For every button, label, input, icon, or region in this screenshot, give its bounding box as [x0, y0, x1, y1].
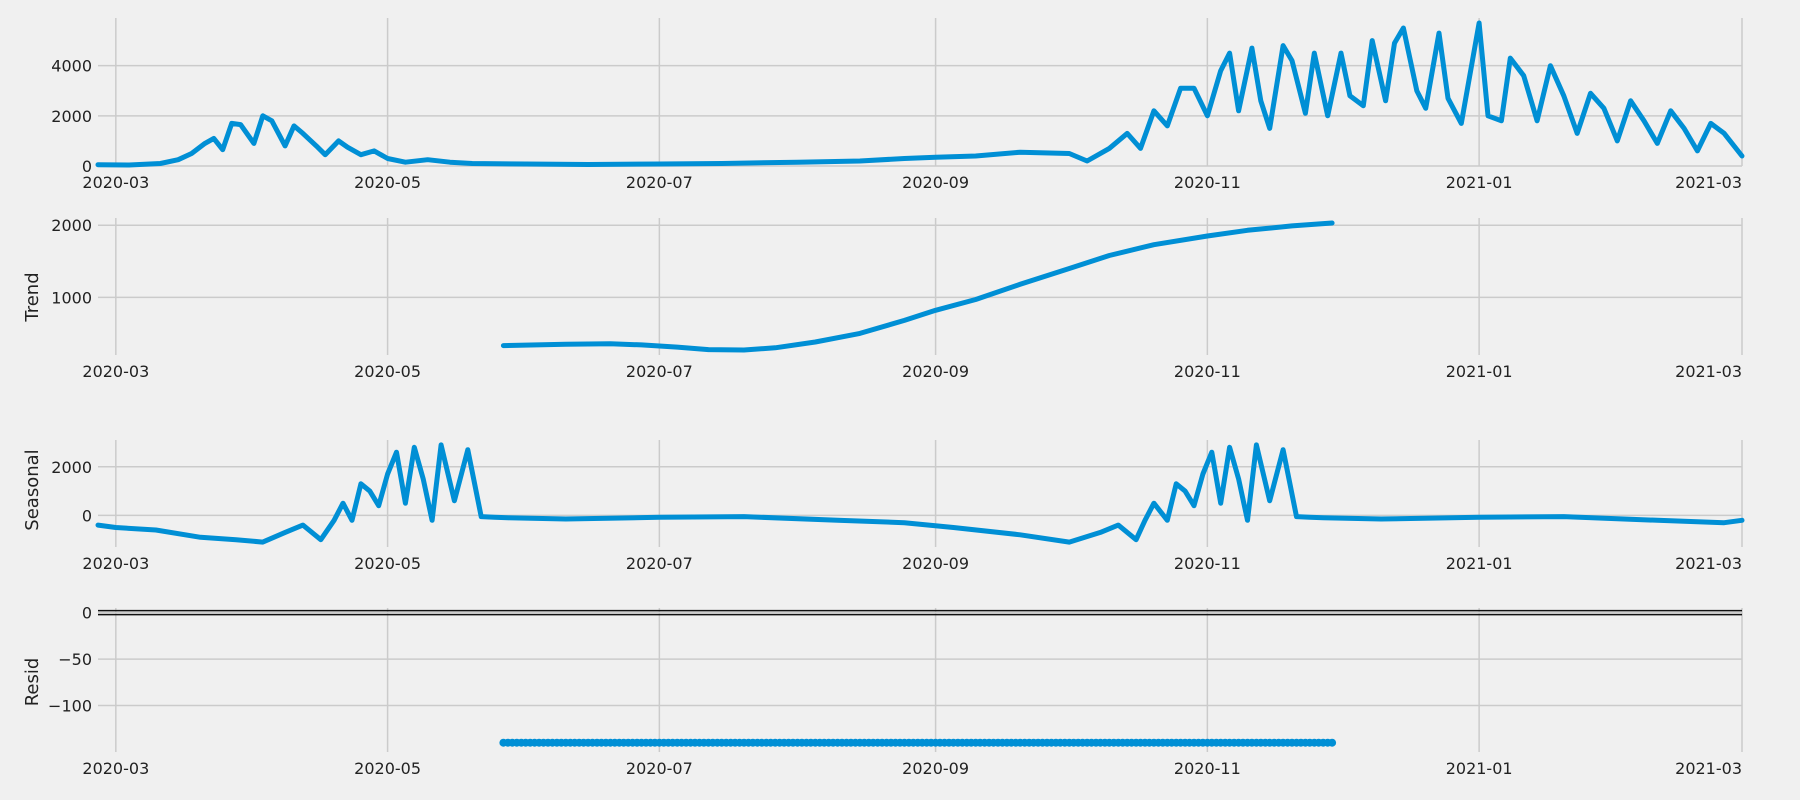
- trend-panel: Trend 2020-03 2020-05 2020-07 2020-09 2020-1…: [22, 216, 1743, 381]
- y-tick-label: 2000: [51, 458, 92, 477]
- x-tick-labels: 2020-03 2020-05 2020-07 2020-09 2020-11 2021-…: [82, 173, 1742, 192]
- x-tick-labels: 2020-03 2020-05 2020-07 2020-09 2020-11 2021-…: [82, 362, 1742, 381]
- y-tick-label: 2000: [51, 216, 92, 235]
- resid-point: [1328, 738, 1337, 747]
- observed-series-line: [95, 20, 1745, 168]
- x-tick-label: 2020-05: [354, 554, 421, 573]
- x-tick-labels: 2020-03 2020-05 2020-07 2020-09 2020-11 2021-…: [82, 759, 1742, 778]
- x-tick-labels: 2020-03 2020-05 2020-07 2020-09 2020-11 2021-…: [82, 554, 1742, 573]
- grid: [98, 18, 1743, 167]
- y-tick-label: 1000: [51, 288, 92, 307]
- x-tick-label: 2021-01: [1446, 759, 1513, 778]
- seasonal-ylabel: Seasonal: [22, 449, 43, 530]
- x-tick-label: 2020-07: [626, 362, 693, 381]
- y-tick-labels: 1000 2000: [51, 216, 92, 307]
- x-tick-label: 2021-03: [1675, 759, 1742, 778]
- y-tick-labels: 0 2000: [51, 458, 92, 526]
- resid-panel: Resid 2020-03 2020-05 2020-07 2020-09 2020-1…: [22, 604, 1743, 778]
- x-tick-label: 2020-11: [1174, 173, 1241, 192]
- x-tick-label: 2020-03: [82, 759, 149, 778]
- x-tick-label: 2020-07: [626, 554, 693, 573]
- x-tick-label: 2021-01: [1446, 362, 1513, 381]
- x-tick-label: 2020-05: [354, 173, 421, 192]
- trend-series-line: [500, 220, 1335, 353]
- x-tick-label: 2020-05: [354, 362, 421, 381]
- seasonal-panel: Seasonal 2020-03 2020-05 2020-07 2020-09 202…: [22, 440, 1745, 573]
- seasonal-series-line: [95, 442, 1745, 545]
- x-tick-label: 2020-05: [354, 759, 421, 778]
- x-tick-label: 2020-03: [82, 554, 149, 573]
- x-tick-label: 2020-03: [82, 362, 149, 381]
- observed-panel: 2020-03 2020-05 2020-07 2020-09 2020-11 2021-…: [51, 18, 1745, 192]
- x-tick-label: 2020-07: [626, 759, 693, 778]
- y-tick-label: 0: [82, 604, 92, 623]
- x-tick-label: 2020-09: [902, 173, 969, 192]
- resid-points: [499, 738, 1337, 747]
- y-tick-label: −50: [58, 650, 92, 669]
- x-tick-label: 2021-03: [1675, 554, 1742, 573]
- x-tick-label: 2021-01: [1446, 554, 1513, 573]
- y-tick-labels: 0 2000 4000: [51, 57, 92, 176]
- x-tick-label: 2020-09: [902, 554, 969, 573]
- x-tick-label: 2020-11: [1174, 554, 1241, 573]
- y-tick-label: 2000: [51, 107, 92, 126]
- x-tick-label: 2020-09: [902, 759, 969, 778]
- x-tick-label: 2020-07: [626, 173, 693, 192]
- y-tick-label: 4000: [51, 57, 92, 76]
- x-tick-label: 2021-03: [1675, 362, 1742, 381]
- y-tick-label: 0: [82, 157, 92, 176]
- x-tick-label: 2020-09: [902, 362, 969, 381]
- grid: [98, 218, 1743, 355]
- y-tick-label: 0: [82, 506, 92, 525]
- grid: [98, 608, 1743, 752]
- resid-ylabel: Resid: [22, 658, 43, 707]
- x-tick-label: 2021-03: [1675, 173, 1742, 192]
- x-tick-label: 2020-11: [1174, 759, 1241, 778]
- x-tick-label: 2020-11: [1174, 362, 1241, 381]
- y-tick-labels: −100 −50 0: [48, 604, 92, 716]
- trend-ylabel: Trend: [22, 272, 43, 322]
- x-tick-label: 2020-03: [82, 173, 149, 192]
- x-tick-label: 2021-01: [1446, 173, 1513, 192]
- y-tick-label: −100: [48, 697, 92, 716]
